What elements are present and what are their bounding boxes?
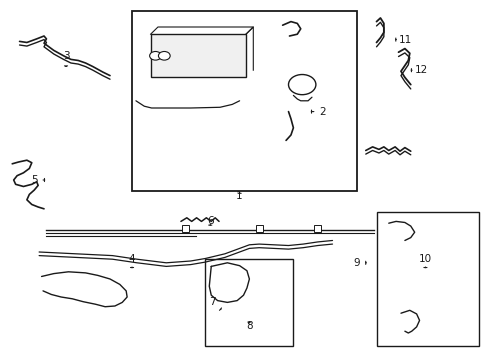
Circle shape — [288, 75, 315, 95]
Text: 3: 3 — [62, 51, 69, 66]
Bar — [182, 225, 189, 232]
Text: 8: 8 — [245, 321, 252, 331]
Text: 10: 10 — [418, 254, 431, 267]
Text: 5: 5 — [31, 175, 44, 185]
Text: 6: 6 — [206, 216, 213, 226]
Text: 12: 12 — [410, 65, 427, 75]
Bar — [314, 225, 321, 232]
Circle shape — [158, 51, 170, 60]
Text: 1: 1 — [236, 191, 243, 201]
Text: 9: 9 — [353, 258, 365, 268]
Circle shape — [149, 51, 161, 60]
Bar — [255, 225, 262, 232]
Text: 11: 11 — [395, 35, 412, 45]
Bar — [205, 259, 293, 346]
Bar — [376, 212, 478, 346]
Text: 4: 4 — [128, 254, 135, 267]
Bar — [150, 34, 245, 77]
Bar — [132, 11, 356, 191]
Text: 2: 2 — [311, 107, 325, 117]
Text: 7: 7 — [209, 297, 221, 310]
